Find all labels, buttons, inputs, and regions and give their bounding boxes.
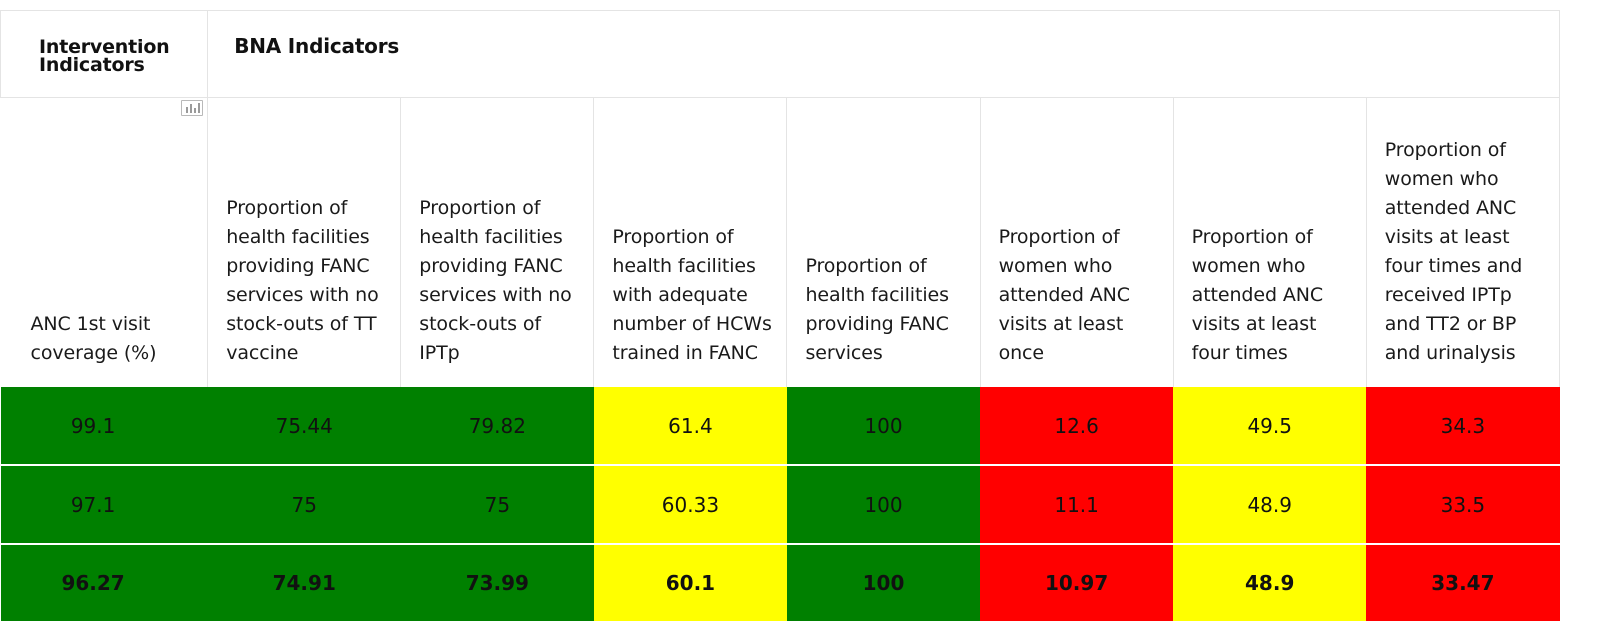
table-cell: 99.1 xyxy=(0,387,208,466)
table-row: 99.1 75.44 79.82 61.4 100 12.6 49.5 34.3 xyxy=(0,387,1560,466)
column-header-label: ANC 1st visit coverage (%) xyxy=(30,313,157,364)
column-header-tt-vaccine-stockouts: Proportion of health facilities providin… xyxy=(207,97,402,387)
table-cell: 97.1 xyxy=(0,465,208,545)
table-cell: 100 xyxy=(786,387,981,466)
column-header-fanc-services: Proportion of health facilities providin… xyxy=(786,97,981,387)
bna-group-header: BNA Indicators xyxy=(207,10,1560,98)
table-cell: 34.3 xyxy=(1366,387,1560,466)
column-header-label: Proportion of health facilities providin… xyxy=(419,197,572,364)
table-cell: 48.9 xyxy=(1173,465,1367,545)
intervention-group-title: Intervention Indicators xyxy=(39,36,170,76)
column-header-anc-1st-visit: ANC 1st visit coverage (%) xyxy=(0,97,209,387)
bna-group-title: BNA Indicators xyxy=(234,34,400,58)
table-cell: 100 xyxy=(786,544,981,623)
table-cell: 75 xyxy=(207,465,401,545)
column-header-anc-four-times: Proportion of women who attended ANC vis… xyxy=(1173,97,1367,387)
column-header-label: Proportion of women who attended ANC vis… xyxy=(998,226,1131,364)
table-cell: 73.99 xyxy=(400,544,594,623)
table-cell: 33.5 xyxy=(1366,465,1560,545)
table-cell: 33.47 xyxy=(1366,544,1560,623)
table-cell: 96.27 xyxy=(0,544,208,623)
table-cell: 61.4 xyxy=(593,387,787,466)
bar-chart-icon[interactable] xyxy=(181,100,204,116)
table-cell: 74.91 xyxy=(207,544,401,623)
column-header-anc-four-iptp-tt2: Proportion of women who attended ANC vis… xyxy=(1366,97,1561,387)
table-cell: 75.44 xyxy=(207,387,401,466)
table-row: 96.27 74.91 73.99 60.1 100 10.97 48.9 33… xyxy=(0,544,1560,623)
table-cell: 10.97 xyxy=(980,544,1174,623)
column-header-anc-once: Proportion of women who attended ANC vis… xyxy=(980,97,1174,387)
table-cell: 48.9 xyxy=(1173,544,1367,623)
column-header-label: Proportion of health facilities with ade… xyxy=(612,226,772,364)
column-header-hcws-trained: Proportion of health facilities with ade… xyxy=(593,97,788,387)
group-header-row: Intervention Indicators BNA Indicators xyxy=(0,10,1560,98)
column-header-label: Proportion of health facilities providin… xyxy=(226,197,379,364)
table-cell: 60.33 xyxy=(593,465,787,545)
column-header-row: ANC 1st visit coverage (%) Proportion of… xyxy=(0,97,1561,387)
table-cell: 60.1 xyxy=(593,544,787,623)
table-row: 97.1 75 75 60.33 100 11.1 48.9 33.5 xyxy=(0,465,1560,545)
table-cell: 79.82 xyxy=(400,387,594,466)
intervention-group-header: Intervention Indicators xyxy=(0,10,209,98)
table-cell: 75 xyxy=(400,465,594,545)
column-header-label: Proportion of women who attended ANC vis… xyxy=(1191,226,1324,364)
column-header-iptp-stockouts: Proportion of health facilities providin… xyxy=(400,97,595,387)
table-cell: 12.6 xyxy=(980,387,1174,466)
column-header-label: Proportion of women who attended ANC vis… xyxy=(1384,139,1523,364)
table-cell: 11.1 xyxy=(980,465,1174,545)
column-header-label: Proportion of health facilities providin… xyxy=(805,255,949,364)
table-cell: 49.5 xyxy=(1173,387,1367,466)
table-cell: 100 xyxy=(786,465,981,545)
bna-indicator-table: Intervention Indicators BNA Indicators A… xyxy=(0,10,1561,623)
